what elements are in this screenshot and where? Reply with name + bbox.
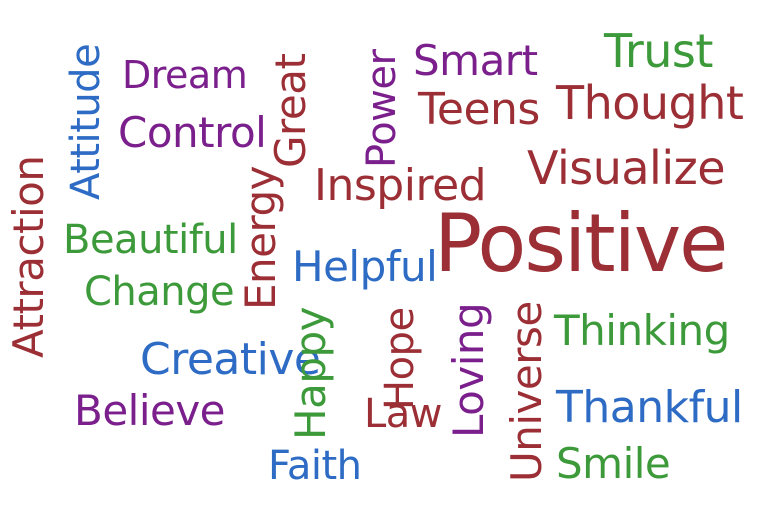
word-attitude: Attitude — [63, 43, 109, 200]
word-positive: Positive — [434, 197, 728, 290]
word-smart: Smart — [413, 36, 538, 85]
word-control: Control — [118, 108, 267, 157]
word-teens: Teens — [418, 84, 540, 135]
word-trust: Trust — [604, 24, 713, 78]
word-visualize: Visualize — [527, 141, 726, 195]
word-helpful: Helpful — [292, 242, 438, 291]
word-loving: Loving — [444, 302, 493, 438]
word-faith: Faith — [268, 443, 362, 489]
word-change: Change — [84, 269, 235, 315]
word-law: Law — [364, 391, 443, 437]
word-believe: Believe — [74, 386, 226, 435]
word-happy: Happy — [286, 307, 335, 440]
word-smile: Smile — [556, 439, 671, 488]
word-creative: Creative — [140, 334, 321, 385]
word-energy: Energy — [236, 165, 285, 310]
word-great: Great — [266, 53, 315, 168]
word-hope: Hope — [377, 307, 423, 410]
word-thankful: Thankful — [556, 382, 743, 433]
word-power: Power — [359, 49, 405, 168]
word-attraction: Attraction — [4, 155, 53, 358]
word-inspired: Inspired — [314, 160, 487, 211]
word-thinking: Thinking — [554, 306, 730, 355]
word-universe: Universe — [502, 301, 551, 482]
word-thought: Thought — [556, 76, 744, 130]
word-beautiful: Beautiful — [63, 217, 238, 263]
word-dream: Dream — [122, 53, 248, 97]
